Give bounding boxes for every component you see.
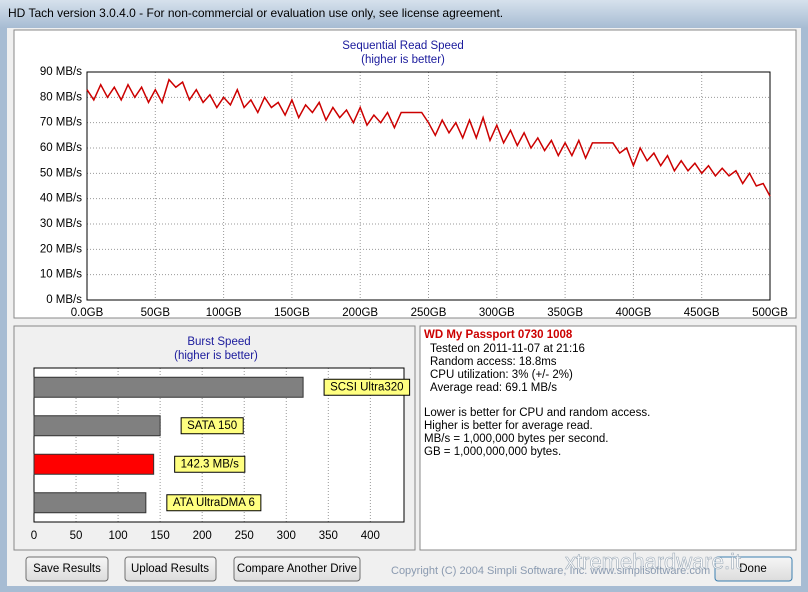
chart-subtitle: (higher is better) <box>174 350 258 362</box>
x-tick-label: 450GB <box>684 307 720 319</box>
button-label[interactable]: Compare Another Drive <box>237 563 357 575</box>
x-tick-label: 350GB <box>547 307 583 319</box>
x-tick-label: 150 <box>151 530 170 542</box>
x-tick-label: 250GB <box>411 307 447 319</box>
y-tick-label: 90 MB/s <box>40 66 82 78</box>
x-tick-label: 50GB <box>141 307 171 319</box>
note: MB/s = 1,000,000 bytes per second. <box>424 433 608 445</box>
button[interactable]: Compare Another Drive <box>234 557 360 581</box>
x-tick-label: 300GB <box>479 307 515 319</box>
x-tick-label: 300 <box>277 530 296 542</box>
y-tick-label: 40 MB/s <box>40 193 82 205</box>
detail: Average read: 69.1 MB/s <box>430 382 557 394</box>
x-tick-label: 100 <box>108 530 127 542</box>
button[interactable]: Upload Results <box>125 557 216 581</box>
x-tick-label: 0.0GB <box>71 307 104 319</box>
chart-title: Burst Speed <box>187 336 250 348</box>
y-tick-label: 60 MB/s <box>40 142 82 154</box>
x-tick-label: 250 <box>235 530 254 542</box>
bar-label: ATA UltraDMA 6 <box>173 497 255 509</box>
y-tick-label: 0 MB/s <box>46 294 82 306</box>
button[interactable]: Save Results <box>26 557 108 581</box>
x-tick-label: 400 <box>361 530 380 542</box>
x-tick-label: 50 <box>70 530 83 542</box>
x-tick-label: 200GB <box>342 307 378 319</box>
button-label[interactable]: Done <box>739 563 767 575</box>
bar-label: 142.3 MB/s <box>181 458 239 470</box>
x-tick-label: 200 <box>193 530 212 542</box>
bar-label: SCSI Ultra320 <box>330 381 404 393</box>
note: Higher is better for average read. <box>424 420 593 432</box>
detail: CPU utilization: 3% (+/- 2%) <box>430 369 573 381</box>
x-tick-label: 100GB <box>206 307 242 319</box>
chart-title: Sequential Read Speed <box>342 40 464 52</box>
window-title: HD Tach version 3.0.4.0 - For non-commer… <box>8 6 503 20</box>
chart-subtitle: (higher is better) <box>361 54 445 66</box>
detail: Tested on 2011-11-07 at 21:16 <box>430 343 585 355</box>
button-label[interactable]: Upload Results <box>131 563 209 575</box>
y-tick-label: 10 MB/s <box>40 269 82 281</box>
detail: Random access: 18.8ms <box>430 356 557 368</box>
x-tick-label: 400GB <box>615 307 651 319</box>
x-tick-label: 0 <box>31 530 37 542</box>
bar <box>34 377 303 397</box>
bar <box>34 454 154 474</box>
note: GB = 1,000,000,000 bytes. <box>424 446 561 458</box>
note: Lower is better for CPU and random acces… <box>424 407 650 419</box>
drive-name: WD My Passport 0730 1008 <box>424 329 573 341</box>
bar <box>34 493 146 513</box>
y-tick-label: 20 MB/s <box>40 243 82 255</box>
bar <box>34 416 160 436</box>
watermark: xtremehardware.it <box>565 549 741 574</box>
x-tick-label: 350 <box>319 530 338 542</box>
x-tick-label: 500GB <box>752 307 788 319</box>
y-tick-label: 30 MB/s <box>40 218 82 230</box>
y-tick-label: 50 MB/s <box>40 167 82 179</box>
button-label[interactable]: Save Results <box>33 563 101 575</box>
y-tick-label: 70 MB/s <box>40 117 82 129</box>
x-tick-label: 150GB <box>274 307 310 319</box>
y-tick-label: 80 MB/s <box>40 91 82 103</box>
bar-label: SATA 150 <box>187 420 237 432</box>
